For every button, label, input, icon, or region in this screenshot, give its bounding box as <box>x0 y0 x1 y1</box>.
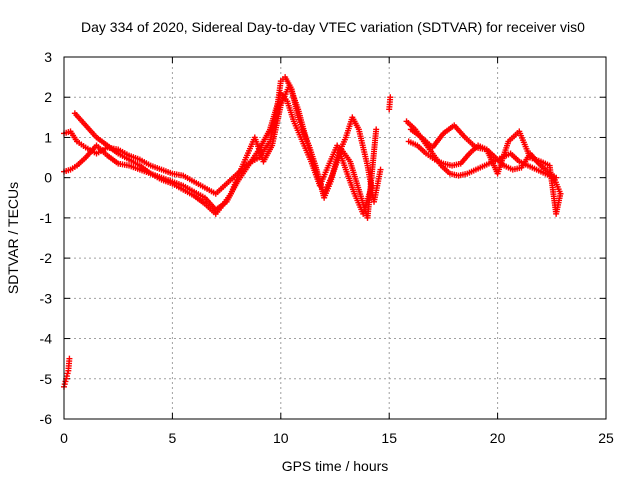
plot-frame <box>63 56 607 420</box>
data-point <box>377 166 384 173</box>
x-tick-label: 25 <box>598 430 614 446</box>
y-tick-label: -2 <box>40 250 53 266</box>
x-tick-label: 0 <box>60 430 68 446</box>
y-tick-label: -3 <box>40 290 53 306</box>
y-tick-label: -1 <box>40 210 53 226</box>
series-track-h <box>407 122 564 217</box>
y-tick-label: -6 <box>40 411 53 427</box>
y-tick-label: 1 <box>44 129 52 145</box>
series-track-a <box>61 74 384 205</box>
x-tick-label: 15 <box>381 430 397 446</box>
data-point <box>557 190 564 197</box>
x-tick-label: 20 <box>490 430 506 446</box>
x-tick-label: 10 <box>273 430 289 446</box>
y-tick-label: -5 <box>40 371 53 387</box>
series-track-b <box>61 90 375 217</box>
y-tick-label: 2 <box>44 89 52 105</box>
data-point <box>66 355 73 362</box>
y-tick-label: 0 <box>44 170 52 186</box>
data-point <box>373 126 380 133</box>
x-axis-label: GPS time / hours <box>282 458 389 474</box>
series-track-d <box>61 355 73 390</box>
tick-labels: -6 -5 -4 -3 -2 -1 0 1 2 3 0 5 10 15 20 25 <box>40 49 614 446</box>
y-tick-label: 3 <box>44 49 52 65</box>
data-point <box>553 174 560 181</box>
chart-title: Day 334 of 2020, Sidereal Day-to-day VTE… <box>81 19 585 35</box>
y-axis-label: SDTVAR / TECUs <box>5 182 21 294</box>
data-marks <box>61 74 564 390</box>
grid <box>64 57 606 419</box>
data-point <box>387 94 394 101</box>
series-track-c <box>71 82 380 221</box>
series-track-e <box>386 94 394 113</box>
y-tick-label: -4 <box>40 331 53 347</box>
axis-ticks <box>63 56 607 420</box>
x-tick-label: 5 <box>169 430 177 446</box>
